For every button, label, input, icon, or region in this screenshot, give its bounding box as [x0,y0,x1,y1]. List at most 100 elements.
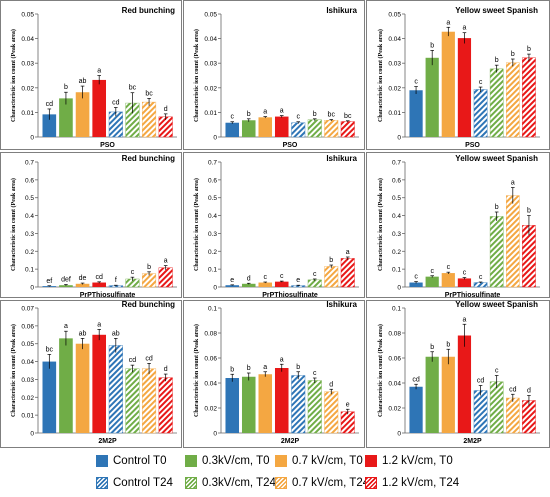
chart-title: Red bunching [122,300,175,309]
y-tick-label: 0.06 [388,356,401,363]
bar [425,276,439,287]
y-tick-label: 0.3 [208,231,217,238]
bar [441,356,455,433]
chart-panel: 0 0.02 0.04 0.06 0.08 0.1 Characteristic ion c… [366,300,550,448]
data-label: c [447,264,451,271]
bar [274,116,289,137]
legend-label: 1.2 kV/cm, T24 [382,477,460,489]
y-tick-label: 0.7 [25,160,34,167]
bar [324,391,339,434]
data-label: ab [79,330,87,337]
y-tick-label: 0.1 [25,267,34,274]
y-tick-label: 0.01 [21,110,34,117]
data-label: ef [46,278,52,285]
y-tick-label: 0.5 [25,195,34,202]
y-tick-label: 0.06 [21,323,34,330]
data-label: c [231,114,235,121]
data-label: ab [79,78,87,85]
data-label: b [446,341,450,348]
bar [42,361,57,433]
data-label: b [247,365,251,372]
x-axis-label: PrPThiosulfinate [80,292,136,299]
y-tick-label: 0 [397,285,401,292]
data-label: c [479,274,483,281]
y-tick-label: 0.3 [392,231,401,238]
chart-title: Red bunching [122,154,175,163]
legend-item: 1.2 kV/cm, T0 [365,454,453,468]
bar [409,282,423,287]
y-tick-label: 0.2 [208,249,217,256]
bar [473,282,488,288]
data-label: a [263,109,267,116]
bar [241,283,256,287]
y-axis-label: Characteristic ion count (Peak area) [193,324,200,417]
data-label: c [280,273,284,280]
y-tick-label: 0.4 [208,213,217,220]
bar [340,411,355,434]
legend-item: 0.7 kV/cm, T0 [275,454,363,468]
bar [489,68,504,138]
bar [506,62,520,138]
y-tick-label: 0.05 [21,12,34,19]
bar [522,57,536,138]
data-label: bc [46,346,54,353]
legend-label: 0.3kV/cm, T24 [202,477,276,489]
legend-item: 0.3kV/cm, T24 [185,476,276,490]
data-label: cd [509,386,517,393]
data-label: a [164,258,168,265]
x-axis-label: 2M2P [98,438,117,445]
bar [441,273,455,287]
y-tick-label: 0 [213,135,217,142]
bar [291,375,306,434]
legend-swatch [96,455,108,467]
bar [307,119,322,138]
data-label: c [414,274,418,281]
chart-panel: 0 0.01 0.02 0.03 0.04 0.05 Characteristic ion … [183,0,365,150]
legend-swatch [365,455,377,467]
data-label: b [313,111,317,118]
data-label: b [430,42,434,49]
legend-swatch [185,455,197,467]
bar [59,338,73,433]
y-tick-label: 0 [30,135,34,142]
legend-item: Control T24 [96,476,173,490]
y-tick-label: 0.07 [21,306,34,313]
bar [258,374,273,433]
bar [59,98,73,137]
bar [158,377,173,434]
legend-swatch [185,477,197,489]
chart-panel: 0 0.01 0.02 0.03 0.04 0.05 Characteristic ion … [0,0,182,150]
x-axis-label: PSO [100,142,115,149]
y-tick-label: 0.1 [392,267,401,274]
bar [92,282,107,287]
y-tick-label: 0.05 [21,341,34,348]
y-tick-label: 0.5 [208,195,217,202]
bar [340,258,355,288]
legend-label: 0.7 kV/cm, T0 [292,455,363,467]
data-label: b [296,364,300,371]
data-label: e [230,277,234,284]
bar [92,334,107,433]
data-label: a [97,68,101,75]
data-label: c [463,270,467,277]
data-label: b [247,111,251,118]
legend-item: Control T0 [96,454,166,468]
data-label: e [296,277,300,284]
y-tick-label: 0.04 [204,36,217,43]
legend-swatch [275,477,287,489]
bar [441,31,455,138]
bar [158,267,173,288]
bar [42,114,57,137]
y-tick-label: 0 [213,431,217,438]
panel-frame [0,152,182,298]
bar [307,279,322,288]
data-label: a [280,108,284,115]
data-label: b [527,46,531,53]
legend-label: Control T0 [113,455,167,467]
data-label: c [495,368,499,375]
bar [142,368,157,434]
chart-title: Red bunching [122,6,175,15]
y-axis-label: Characteristic ion count (Peak area) [377,29,384,122]
data-label: c [414,79,418,86]
x-axis-label: PrPThiosulfinate [262,292,318,299]
